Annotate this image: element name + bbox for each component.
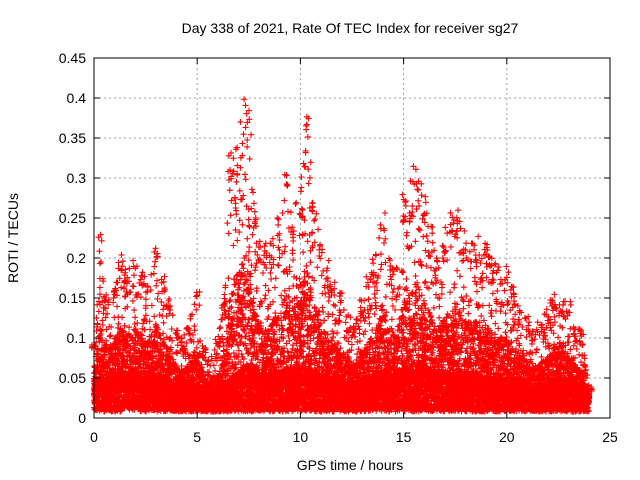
data-points — [88, 96, 595, 415]
x-tick-labels: 0 5 10 15 20 25 — [90, 429, 618, 445]
x-tick-label: 25 — [602, 429, 618, 445]
y-tick-label: 0 — [78, 410, 86, 426]
x-axis-label: GPS time / hours — [297, 457, 404, 473]
plot-frame — [93, 57, 611, 419]
y-tick-label: 0.25 — [59, 210, 86, 226]
x-tick-label: 10 — [293, 429, 309, 445]
chart-title: Day 338 of 2021, Rate Of TEC Index for r… — [182, 20, 519, 36]
y-tick-label: 0.1 — [67, 330, 87, 346]
y-axis-label: ROTI / TECUs — [5, 193, 21, 283]
y-tick-label: 0.2 — [67, 250, 87, 266]
y-tick-label: 0.05 — [59, 370, 86, 386]
scatter-markers — [88, 96, 595, 415]
y-tick-label: 0.15 — [59, 290, 86, 306]
x-tick-label: 0 — [90, 429, 98, 445]
y-tick-label: 0.4 — [67, 90, 87, 106]
x-tick-label: 20 — [499, 429, 515, 445]
x-tick-label: 15 — [396, 429, 412, 445]
y-tick-labels: 0 0.05 0.1 0.15 0.2 0.25 0.3 0.35 0.4 0.45 — [59, 50, 86, 426]
axis-ticks — [93, 57, 611, 419]
y-tick-label: 0.45 — [59, 50, 86, 66]
y-tick-label: 0.3 — [67, 170, 87, 186]
y-tick-label: 0.35 — [59, 130, 86, 146]
x-tick-label: 5 — [193, 429, 201, 445]
